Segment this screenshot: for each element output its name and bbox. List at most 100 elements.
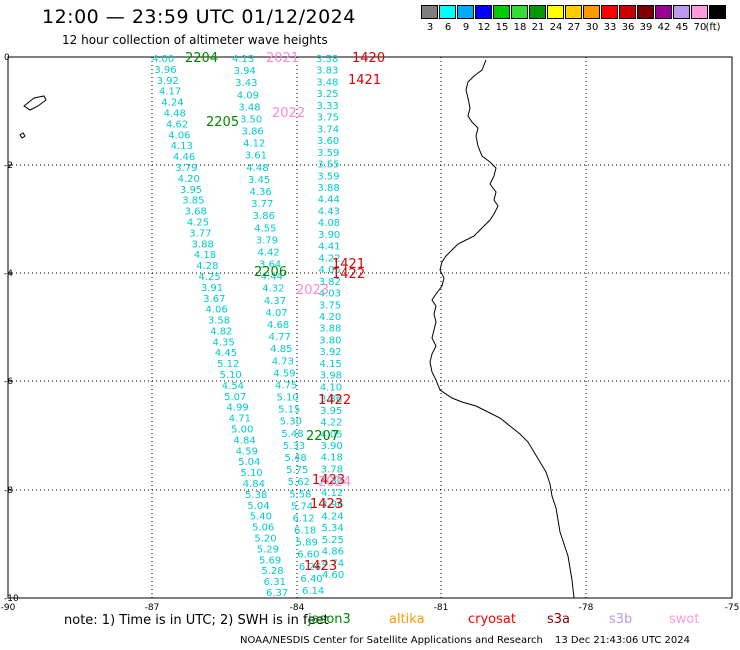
wave-height-label: 4.25 bbox=[199, 272, 221, 283]
wave-height-label: 3.82 bbox=[319, 277, 341, 288]
wave-height-label: 3.48 bbox=[238, 102, 260, 113]
wave-height-label: 3.85 bbox=[182, 196, 204, 207]
wave-height-label: 5.33 bbox=[283, 441, 305, 452]
legend-label: 6 bbox=[444, 22, 452, 33]
wave-height-label: 3.64 bbox=[259, 260, 281, 271]
legend-swatch bbox=[619, 5, 636, 19]
wave-height-label: 3.45 bbox=[248, 175, 270, 186]
lat-tick-label: -4 bbox=[4, 269, 13, 279]
wave-height-label: 4.41 bbox=[318, 242, 340, 253]
wave-height-label: 4.22 bbox=[318, 253, 340, 264]
wave-height-label: 5.25 bbox=[322, 535, 344, 546]
wave-height-label: 3.96 bbox=[154, 65, 176, 76]
lon-tick-label: -81 bbox=[434, 603, 449, 613]
wave-height-label: 5.10 bbox=[277, 393, 299, 404]
wave-height-label: 4.62 bbox=[166, 119, 188, 130]
wave-height-label: 5.30 bbox=[280, 417, 302, 428]
wave-height-label: 4.85 bbox=[270, 344, 292, 355]
wave-height-label: 6.12 bbox=[292, 513, 314, 524]
mission-label-jason3: jason3 bbox=[308, 612, 351, 627]
wave-height-label: 4.24 bbox=[321, 511, 343, 522]
wave-height-label: 4.10 bbox=[320, 382, 342, 393]
generated-timestamp: 13 Dec 21:43:06 UTC 2024 bbox=[555, 635, 690, 646]
wave-height-label: 3.61 bbox=[245, 151, 267, 162]
wave-height-label: 3.25 bbox=[316, 89, 338, 100]
wave-height-label: 4.99 bbox=[226, 403, 248, 414]
legend-swatch bbox=[673, 5, 690, 19]
wave-height-label: 3.95 bbox=[180, 185, 202, 196]
wave-height-label: 5.20 bbox=[254, 534, 276, 545]
pass-label: 1420 bbox=[352, 51, 385, 66]
wave-height-label: 3.92 bbox=[319, 347, 341, 358]
legend-label: 18 bbox=[513, 22, 527, 33]
legend-swatch bbox=[511, 5, 528, 19]
legend-swatch bbox=[547, 5, 564, 19]
wave-height-label: 3.59 bbox=[317, 171, 339, 182]
pass-label: 1423 bbox=[310, 497, 343, 512]
wave-height-label: 4.37 bbox=[264, 296, 286, 307]
pass-label: 1421 bbox=[348, 73, 381, 88]
wave-height-label: 3.67 bbox=[203, 294, 225, 305]
pass-label: 1423 bbox=[312, 473, 345, 488]
wave-height-label: 5.06 bbox=[252, 523, 274, 534]
wave-height-label: 4.59 bbox=[273, 368, 295, 379]
wave-height-label: 4.36 bbox=[250, 187, 272, 198]
pass-label: 1423 bbox=[304, 559, 337, 574]
wave-height-label: 4.25 bbox=[187, 217, 209, 228]
wave-height-label: 3.86 bbox=[242, 127, 264, 138]
wave-height-label: 3.88 bbox=[192, 239, 214, 250]
pass-label: 1422 bbox=[318, 393, 351, 408]
legend-label: 42 bbox=[657, 22, 671, 33]
wave-height-label: 5.07 bbox=[224, 392, 246, 403]
wave-height-label: 6.31 bbox=[264, 577, 286, 588]
wave-height-label: 4.05 bbox=[320, 429, 342, 440]
wave-height-label: 4.42 bbox=[257, 247, 279, 258]
wave-height-label: 5.04 bbox=[247, 501, 269, 512]
wave-height-label: 5.12 bbox=[217, 359, 239, 370]
lat-tick-label: -8 bbox=[4, 486, 13, 496]
wave-height-label: 4.18 bbox=[194, 250, 216, 261]
pass-label: 1422 bbox=[332, 267, 365, 282]
legend-label: 36 bbox=[621, 22, 635, 33]
wave-height-label: 4.20 bbox=[178, 174, 200, 185]
pass-label: 2024 bbox=[318, 475, 351, 490]
wave-height-label: 3.68 bbox=[185, 207, 207, 218]
wave-height-label: 3.77 bbox=[189, 228, 211, 239]
wave-height-label: 5.10 bbox=[240, 468, 262, 479]
wave-height-label: 3.43 bbox=[235, 78, 257, 89]
pass-label: 2207 bbox=[306, 429, 339, 444]
wave-height-label: 6.14 bbox=[302, 586, 324, 597]
pass-label: 2021 bbox=[266, 51, 299, 66]
lon-tick-label: -87 bbox=[145, 603, 160, 613]
wave-height-label: 6.18 bbox=[294, 526, 316, 537]
pass-label: 2206 bbox=[254, 265, 287, 280]
wave-height-label: 6.40 bbox=[300, 574, 322, 585]
wave-height-label: 3.90 bbox=[318, 230, 340, 241]
lat-tick-label: 0 bbox=[4, 53, 10, 63]
lat-tick-label: -10 bbox=[4, 594, 19, 604]
wave-height-label: 4.07 bbox=[265, 308, 287, 319]
wave-height-label: 3.58 bbox=[208, 316, 230, 327]
wave-height-label: 3.88 bbox=[319, 324, 341, 335]
wave-height-label: 4.08 bbox=[318, 218, 340, 229]
wave-height-label: 5.04 bbox=[238, 457, 260, 468]
legend-swatch bbox=[475, 5, 492, 19]
wave-height-label: 4.55 bbox=[254, 223, 276, 234]
mission-label-swot: swot bbox=[669, 612, 700, 627]
wave-height-label: 4.00 bbox=[152, 54, 174, 65]
legend-label: 21 bbox=[531, 22, 545, 33]
island-outline bbox=[19, 132, 26, 139]
wave-height-label: 3.50 bbox=[240, 114, 262, 125]
wave-height-label: 4.17 bbox=[159, 87, 181, 98]
legend-label: 15 bbox=[495, 22, 509, 33]
wave-height-label: 4.44 bbox=[261, 272, 283, 283]
wave-height-label: 4.28 bbox=[196, 261, 218, 272]
wave-height-label: 5.69 bbox=[259, 555, 281, 566]
wave-height-label: 4.12 bbox=[321, 488, 343, 499]
wave-height-label: 4.59 bbox=[236, 446, 258, 457]
wave-height-label: 3.75 bbox=[319, 300, 341, 311]
mission-label-cryosat: cryosat bbox=[468, 612, 516, 627]
wave-height-label: 5.34 bbox=[321, 523, 343, 534]
legend-swatch bbox=[583, 5, 600, 19]
